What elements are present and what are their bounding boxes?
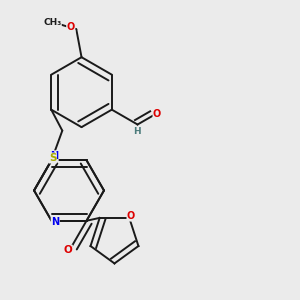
- Text: O: O: [127, 211, 135, 221]
- Text: N: N: [51, 217, 59, 226]
- Text: N: N: [50, 151, 58, 161]
- Text: CH₃: CH₃: [43, 18, 61, 27]
- Text: O: O: [153, 109, 161, 119]
- Text: S: S: [49, 153, 56, 163]
- Text: H: H: [133, 127, 140, 136]
- Text: O: O: [64, 245, 72, 255]
- Text: O: O: [67, 22, 75, 32]
